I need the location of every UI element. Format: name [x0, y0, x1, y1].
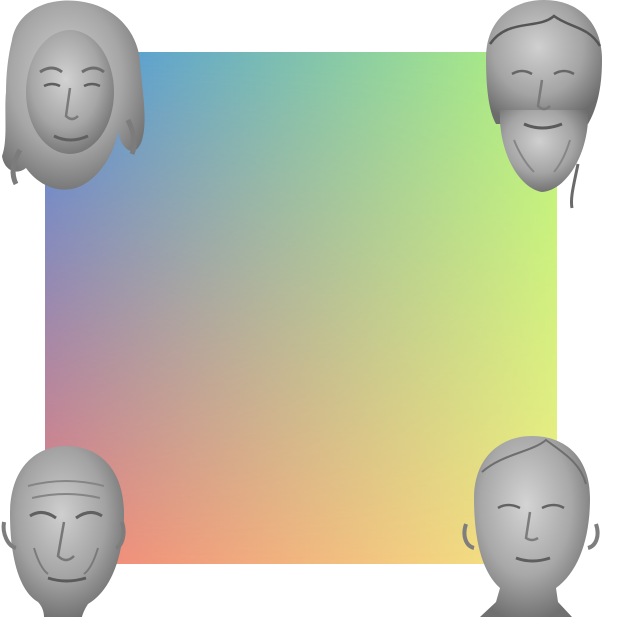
female-head-sculpt-icon: [0, 0, 150, 195]
young-female-head-sculpt-icon: [462, 432, 600, 617]
elderly-male-head-sculpt-icon: [1, 444, 129, 617]
bearded-male-head-sculpt-icon: [478, 0, 608, 210]
